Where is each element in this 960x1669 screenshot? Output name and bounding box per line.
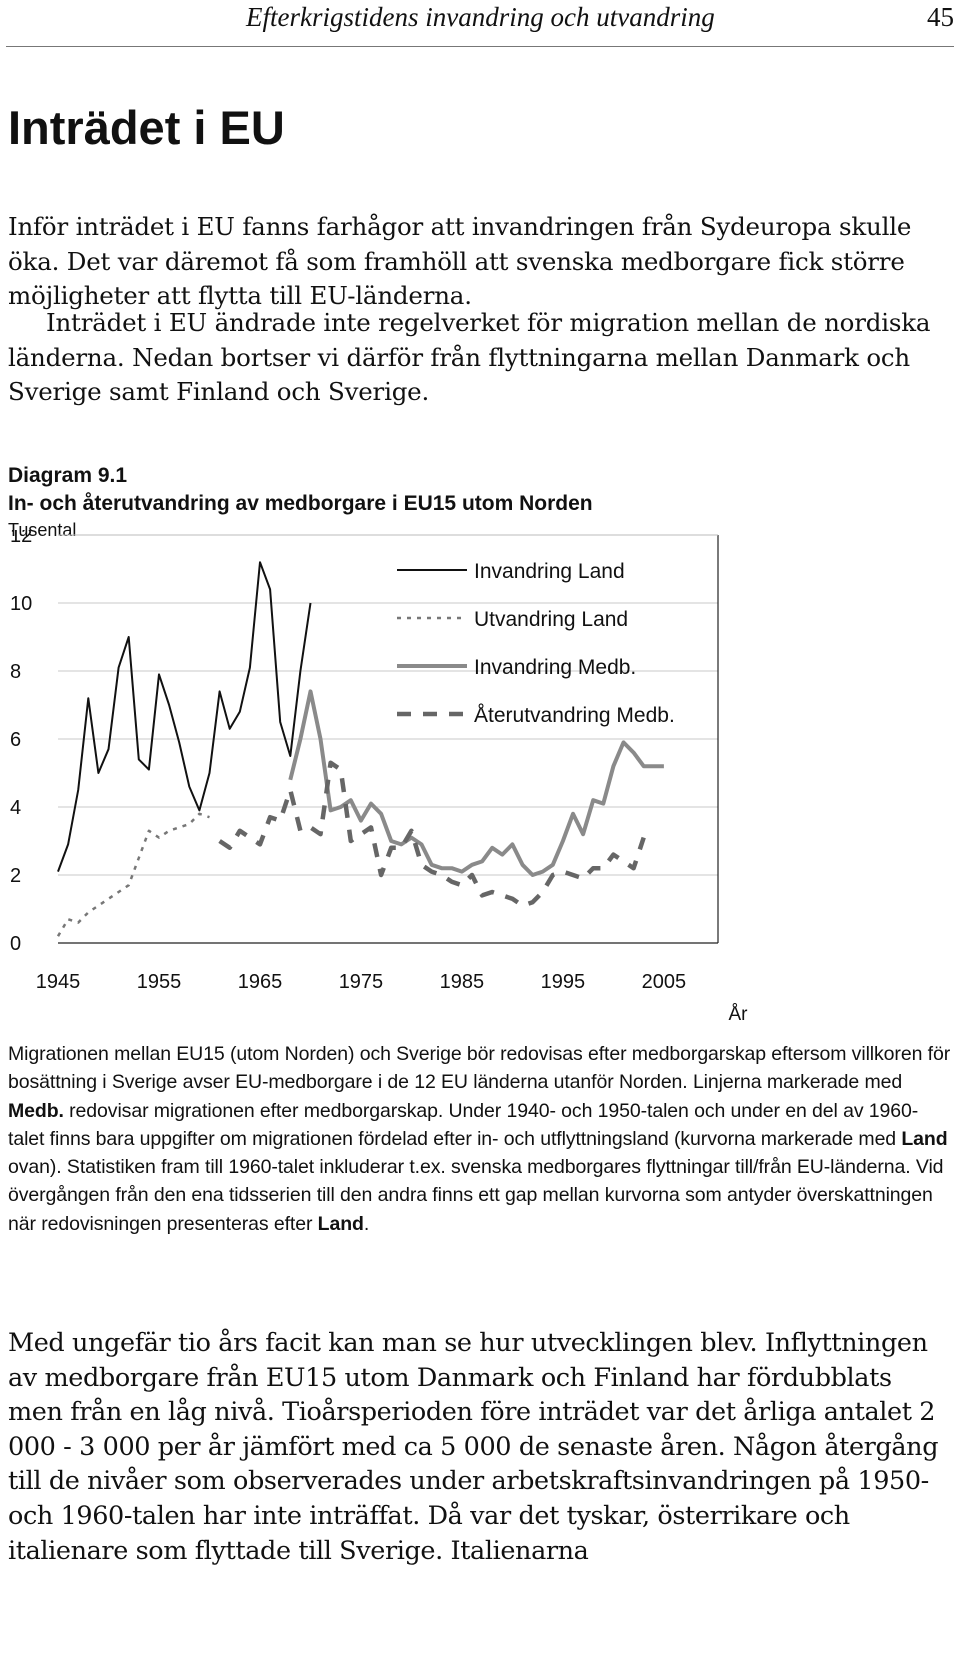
caption-bold-land-2: Land: [317, 1212, 364, 1235]
caption-text-4: .: [363, 1212, 370, 1235]
header-rule: [6, 46, 954, 47]
legend-label-utvandring-land: Utvandring Land: [474, 608, 628, 631]
body-paragraph-1: Inför inträdet i EU fanns farhågor att i…: [8, 212, 912, 311]
y-tick-label-12: 12: [10, 530, 32, 547]
y-tick-label-6: 6: [10, 729, 21, 751]
x-tick-label-1985: 1985: [440, 971, 485, 993]
y-tick-label-2: 2: [10, 865, 21, 887]
body-paragraph-3: Med ungefär tio års facit kan man se hur…: [8, 1328, 939, 1566]
x-tick-label-1965: 1965: [238, 971, 283, 993]
section-title: Inträdet i EU: [8, 101, 285, 154]
series-line--terutvandring-medb: [218, 760, 646, 908]
caption-text-3: ovan). Statistiken fram till 1960-talet …: [8, 1156, 944, 1235]
y-tick-label-8: 8: [10, 661, 21, 683]
caption-bold-medb: Medb.: [8, 1099, 64, 1122]
legend-label--terutvandring-medb: Återutvandring Medb.: [474, 704, 675, 727]
chart-series: [56, 561, 664, 937]
running-head: Efterkrigstidens invandring och utvandri…: [0, 0, 960, 48]
caption-bold-land-1: Land: [901, 1127, 948, 1150]
x-axis-label: År: [729, 1004, 749, 1025]
chart-grid: [58, 602, 718, 876]
diagram-caption: Migrationen mellan EU15 (utom Norden) oc…: [8, 1040, 953, 1238]
x-tick-label-2005: 2005: [642, 971, 687, 993]
body-paragraph-2: Inträdet i EU ändrade inte regelverket f…: [8, 308, 931, 407]
x-tick-label-1975: 1975: [339, 971, 384, 993]
x-tick-label-1995: 1995: [541, 971, 586, 993]
y-tick-label-0: 0: [10, 933, 21, 955]
y-tick-label-10: 10: [10, 593, 32, 615]
legend-label-invandring-land: Invandring Land: [474, 560, 625, 583]
diagram-title: In- och återutvandring av medborgare i E…: [8, 492, 593, 515]
x-tick-label-1955: 1955: [137, 971, 182, 993]
caption-text-2: redovisar migrationen efter medborgarska…: [8, 1099, 919, 1150]
page-number: 45: [927, 2, 954, 32]
running-title: Efterkrigstidens invandring och utvandri…: [246, 2, 715, 32]
series-line-invandring-medb: [288, 689, 664, 877]
series-line-invandring-land: [57, 561, 312, 872]
chart-legend: Invandring Land Utvandring Land Invandring…: [397, 560, 675, 727]
chart-axes: 0 2 4 6 8 10 12 1945 1955 1965 1975 1985 1995 2005 År: [10, 530, 748, 1025]
y-tick-label-4: 4: [10, 797, 21, 819]
diagram-label: Diagram 9.1: [8, 464, 128, 487]
legend-label-invandring-medb: Invandring Medb.: [474, 656, 636, 679]
x-tick-label-1945: 1945: [36, 971, 81, 993]
caption-text-1: Migrationen mellan EU15 (utom Norden) oc…: [8, 1043, 951, 1094]
series-line-utvandring-land: [56, 812, 210, 937]
